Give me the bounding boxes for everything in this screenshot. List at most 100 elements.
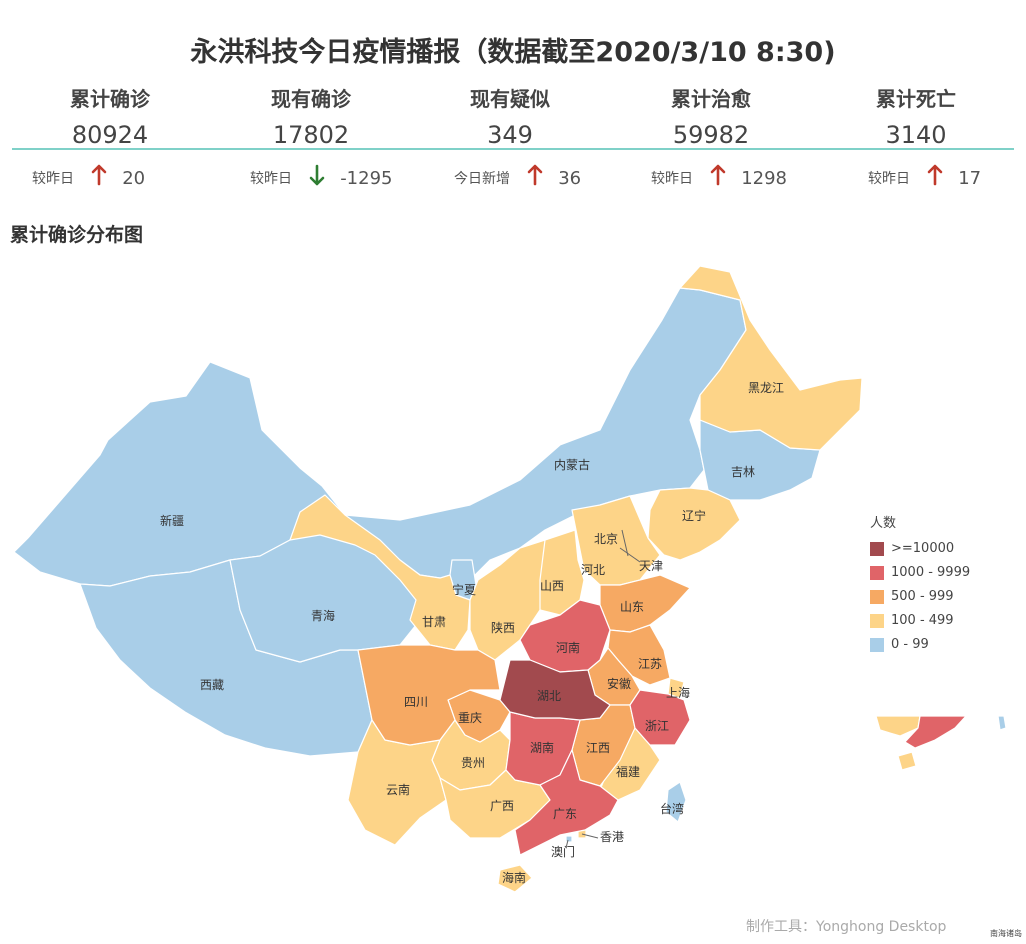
inset-shape: [897, 751, 917, 771]
page-title: 永洪科技今日疫情播报（数据截至2020/3/10 8:30): [190, 37, 836, 68]
legend-item: 500 - 999: [870, 585, 970, 609]
region-湖北: [499, 659, 611, 721]
region-label: 江西: [586, 741, 610, 755]
delta-label: 较昨日: [651, 171, 693, 187]
region-label: 广西: [490, 799, 514, 813]
region-label: 澳门: [551, 844, 575, 859]
delta-label: 较昨日: [32, 171, 74, 187]
legend-title: 人数: [870, 516, 897, 531]
delta-value: 36: [558, 168, 582, 189]
region-label: 内蒙古: [554, 457, 590, 472]
legend-swatch: [870, 589, 884, 604]
region-label: 重庆: [458, 711, 482, 725]
stat-value: 17802: [272, 121, 350, 149]
region-label: 辽宁: [682, 508, 706, 523]
stat-label: 现有疑似: [470, 87, 550, 111]
region-label: 台湾: [660, 801, 684, 816]
region-label: 贵州: [461, 756, 485, 770]
stat-label: 现有确诊: [271, 87, 351, 111]
delta-label: 较昨日: [250, 171, 292, 187]
arrow-down-icon: [309, 164, 325, 194]
region-label: 甘肃: [422, 615, 446, 629]
region-label: 香港: [600, 830, 624, 844]
arrow-up-icon: [927, 164, 943, 194]
inset-shape: [875, 715, 921, 737]
leader-line: [621, 529, 629, 557]
region-label: 天津: [639, 559, 663, 573]
arrow-up-icon: [91, 164, 107, 194]
region-label: 广东: [553, 807, 577, 821]
legend-swatch: [870, 541, 884, 556]
region-label: 浙江: [645, 719, 669, 733]
leader-line: [619, 547, 641, 563]
map-title: 累计确诊分布图: [10, 224, 144, 246]
stat-suspected: 现有疑似 349: [410, 84, 610, 152]
region-label: 北京: [594, 532, 618, 546]
legend-item: 1000 - 9999: [870, 561, 970, 585]
stat-confirmed-total: 累计确诊 80924: [10, 84, 210, 152]
region-黑龙江: [679, 265, 863, 451]
legend-label: 100 - 499: [891, 613, 954, 628]
stats-divider: [12, 148, 1014, 150]
region-label: 河南: [556, 640, 580, 655]
map-legend: 人数 >=10000 1000 - 9999 500 - 999 100 - 4…: [870, 512, 970, 657]
stat-label: 累计治愈: [671, 87, 751, 111]
region-重庆: [447, 689, 511, 743]
arrow-up-icon: [710, 164, 726, 194]
inset-shape: [997, 715, 1007, 731]
inset-shape: [904, 715, 967, 749]
region-label: 新疆: [160, 513, 184, 528]
region-label: 吉林: [731, 465, 755, 479]
region-label: 湖北: [537, 688, 561, 703]
arrow-up-icon: [527, 164, 543, 194]
delta-value: 1298: [741, 168, 787, 189]
region-label: 西藏: [200, 678, 224, 692]
leader-line: [581, 833, 599, 839]
region-广东: [514, 749, 619, 856]
legend-label: 0 - 99: [891, 637, 929, 652]
stat-deaths: 累计死亡 3140: [816, 84, 1016, 152]
region-label: 福建: [616, 764, 640, 779]
region-辽宁: [647, 487, 741, 561]
delta-cured: 较昨日 1298: [651, 164, 787, 190]
region-label: 安徽: [607, 676, 631, 691]
legend-label: 500 - 999: [891, 589, 954, 604]
region-海南: [497, 864, 533, 893]
region-河南: [519, 599, 611, 673]
inset-label: 南海诸岛: [990, 929, 1022, 938]
region-label: 河北: [581, 563, 605, 577]
delta-deaths: 较昨日 17: [868, 164, 981, 190]
legend-item: 100 - 499: [870, 609, 970, 633]
delta-label: 今日新增: [454, 171, 510, 187]
region-浙江: [629, 689, 691, 746]
delta-suspected: 今日新增 36: [454, 164, 581, 190]
delta-value: 17: [958, 168, 982, 189]
legend-item: >=10000: [870, 537, 970, 561]
delta-confirmed-current: 较昨日 -1295: [250, 164, 393, 190]
region-label: 云南: [386, 782, 410, 797]
delta-value: 20: [122, 168, 146, 189]
region-label: 陕西: [491, 620, 515, 635]
region-label: 山东: [620, 600, 644, 614]
region-台湾: [665, 781, 687, 823]
legend-swatch: [870, 613, 884, 628]
stat-value: 349: [487, 121, 533, 149]
region-label: 四川: [404, 695, 428, 709]
legend-swatch: [870, 637, 884, 652]
region-label: 山西: [540, 579, 564, 593]
region-label: 黑龙江: [748, 381, 784, 395]
legend-swatch: [870, 565, 884, 580]
region-澳门: [565, 835, 573, 843]
leader-line: [565, 839, 569, 849]
stat-value: 59982: [672, 121, 750, 149]
delta-confirmed-total: 较昨日 20: [32, 164, 145, 190]
stat-value: 3140: [885, 121, 947, 149]
region-label: 青海: [311, 608, 335, 623]
region-label: 江苏: [638, 657, 662, 671]
stat-label: 累计确诊: [70, 87, 150, 111]
stat-label: 累计死亡: [876, 87, 956, 111]
footer-credit: 制作工具：Yonghong Desktop: [746, 919, 947, 935]
stat-confirmed-current: 现有确诊 17802: [211, 84, 411, 152]
region-label: 海南: [502, 870, 526, 885]
